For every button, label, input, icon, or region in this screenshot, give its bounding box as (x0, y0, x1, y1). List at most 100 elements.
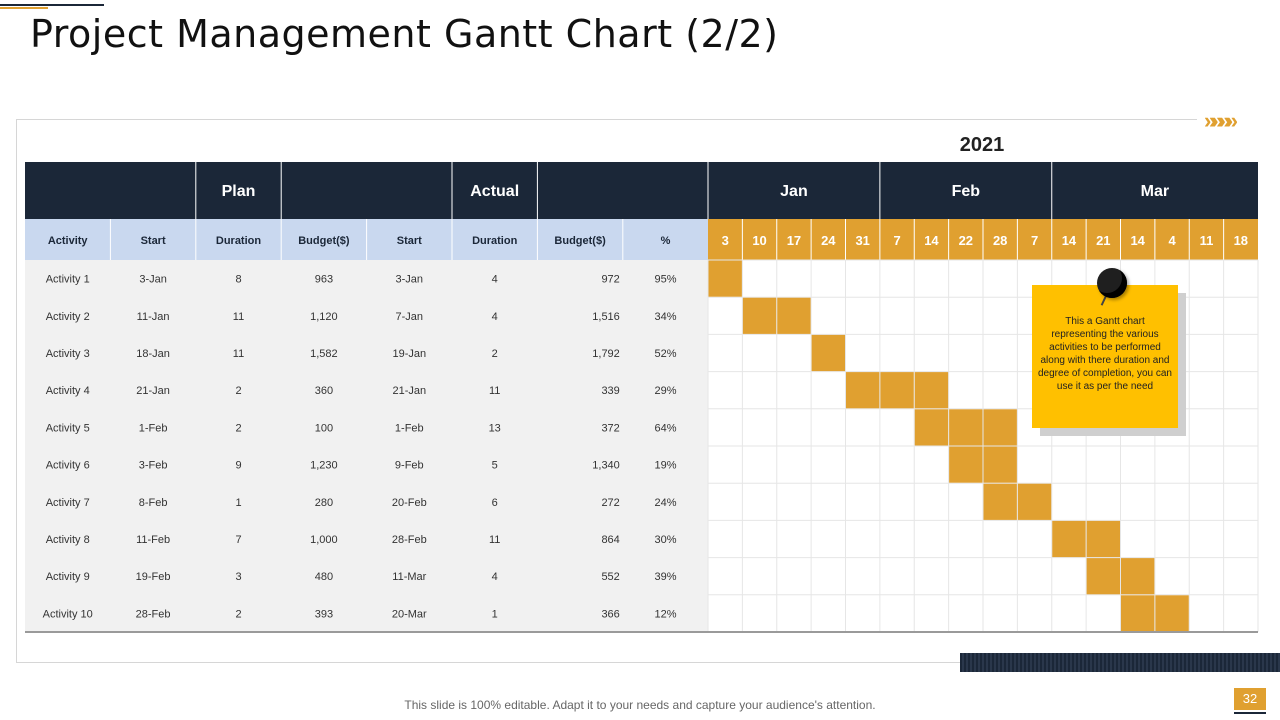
table-cell: 24% (654, 497, 676, 509)
table-cell: 972 (601, 274, 619, 286)
table-cell: Activity 2 (46, 311, 90, 323)
gantt-bar-segment (1052, 520, 1086, 558)
table-cell: 480 (315, 571, 333, 583)
table-cell: 19-Feb (136, 571, 171, 583)
table-cell: 34% (654, 311, 676, 323)
top-accent-rule-gold (0, 7, 48, 9)
chevron-arrows-icon: »»»» (1204, 108, 1238, 133)
table-cell: Activity 5 (46, 422, 90, 434)
gantt-bar-segment (742, 297, 777, 334)
week-label: 14 (1062, 233, 1077, 248)
table-cell: 2 (492, 348, 498, 360)
table-cell: 21-Jan (392, 385, 426, 397)
table-body-bg (25, 260, 708, 632)
gantt-bar-segment (880, 372, 914, 409)
table-cell: 3-Feb (139, 460, 168, 472)
column-header: Duration (472, 235, 518, 247)
week-label: 31 (855, 233, 869, 248)
table-cell: 11 (489, 534, 500, 546)
table-cell: 28-Feb (136, 608, 171, 620)
group-header-actual: Actual (470, 183, 519, 200)
slide-title: Project Management Gantt Chart (2/2) (30, 12, 779, 56)
gantt-bar-segment (983, 446, 1017, 483)
table-cell: 7 (235, 534, 241, 546)
table-cell: Activity 9 (46, 571, 90, 583)
table-cell: Activity 8 (46, 534, 90, 546)
table-cell: 64% (654, 422, 676, 434)
column-header: Budget($) (298, 235, 350, 247)
table-cell: 9-Feb (395, 460, 424, 472)
table-cell: 100 (315, 422, 333, 434)
table-cell: 11 (489, 385, 500, 397)
table-cell: Activity 10 (43, 608, 93, 620)
table-cell: 8 (235, 274, 241, 286)
gantt-bar-segment (983, 483, 1017, 520)
table-cell: 366 (601, 608, 619, 620)
table-cell: 552 (601, 571, 619, 583)
column-header: Start (141, 235, 166, 247)
table-cell: 28-Feb (392, 534, 427, 546)
table-cell: 11 (233, 311, 244, 323)
chart-year-title: 2021 (959, 134, 1005, 156)
gantt-bar-segment (1155, 595, 1189, 632)
table-cell: 360 (315, 385, 333, 397)
table-cell: 1,230 (310, 460, 338, 472)
gantt-bar-segment (1121, 558, 1155, 595)
table-cell: 11-Jan (137, 311, 170, 323)
table-cell: 11 (233, 348, 244, 360)
table-cell: 21-Jan (136, 385, 170, 397)
week-label: 24 (821, 233, 836, 248)
table-cell: 1 (235, 497, 241, 509)
gantt-bar-segment (1086, 520, 1120, 558)
month-label: Feb (952, 183, 981, 200)
table-cell: 4 (492, 571, 498, 583)
table-cell: 1,516 (592, 311, 620, 323)
table-cell: 2 (235, 422, 241, 434)
month-label: Jan (780, 183, 808, 200)
table-cell: 393 (315, 608, 333, 620)
week-label: 3 (722, 233, 729, 248)
gantt-bar-segment (708, 260, 742, 297)
week-label: 7 (1031, 233, 1038, 248)
table-cell: 1-Feb (395, 422, 424, 434)
week-label: 21 (1096, 233, 1110, 248)
gantt-bar-segment (846, 372, 880, 409)
sticky-note-text: This a Gantt chart representing the vari… (1038, 316, 1172, 392)
table-cell: 20-Mar (392, 608, 427, 620)
top-accent-rule (0, 4, 104, 6)
table-cell: Activity 1 (46, 274, 90, 286)
table-cell: Activity 3 (46, 348, 90, 360)
table-cell: 29% (654, 385, 676, 397)
table-cell: 18-Jan (136, 348, 170, 360)
table-cell: 11-Feb (136, 534, 170, 546)
table-cell: 1,582 (310, 348, 338, 360)
table-cell: 95% (654, 274, 676, 286)
week-label: 14 (1130, 233, 1145, 248)
table-cell: 3-Jan (396, 274, 424, 286)
push-pin-icon (1097, 268, 1127, 298)
week-label: 4 (1168, 233, 1176, 248)
table-cell: 8-Feb (139, 497, 168, 509)
chart-frame (16, 119, 1258, 663)
week-label: 7 (893, 233, 900, 248)
table-cell: 19% (654, 460, 676, 472)
table-cell: 5 (492, 460, 498, 472)
table-cell: 13 (489, 422, 501, 434)
table-cell: 3 (235, 571, 241, 583)
table-cell: 20-Feb (392, 497, 427, 509)
table-cell: 1 (492, 608, 498, 620)
table-cell: 3-Jan (139, 274, 167, 286)
week-label: 28 (993, 233, 1007, 248)
column-header: Activity (48, 235, 89, 247)
table-cell: 52% (654, 348, 676, 360)
table-cell: 2 (235, 608, 241, 620)
gantt-bar-segment (777, 297, 811, 334)
column-header: % (661, 235, 671, 247)
week-label: 22 (959, 233, 973, 248)
table-cell: 2 (235, 385, 241, 397)
gantt-bar-segment (1086, 558, 1120, 595)
month-label: Mar (1141, 183, 1169, 200)
gantt-bar-segment (1017, 483, 1052, 520)
table-cell: 864 (601, 534, 619, 546)
